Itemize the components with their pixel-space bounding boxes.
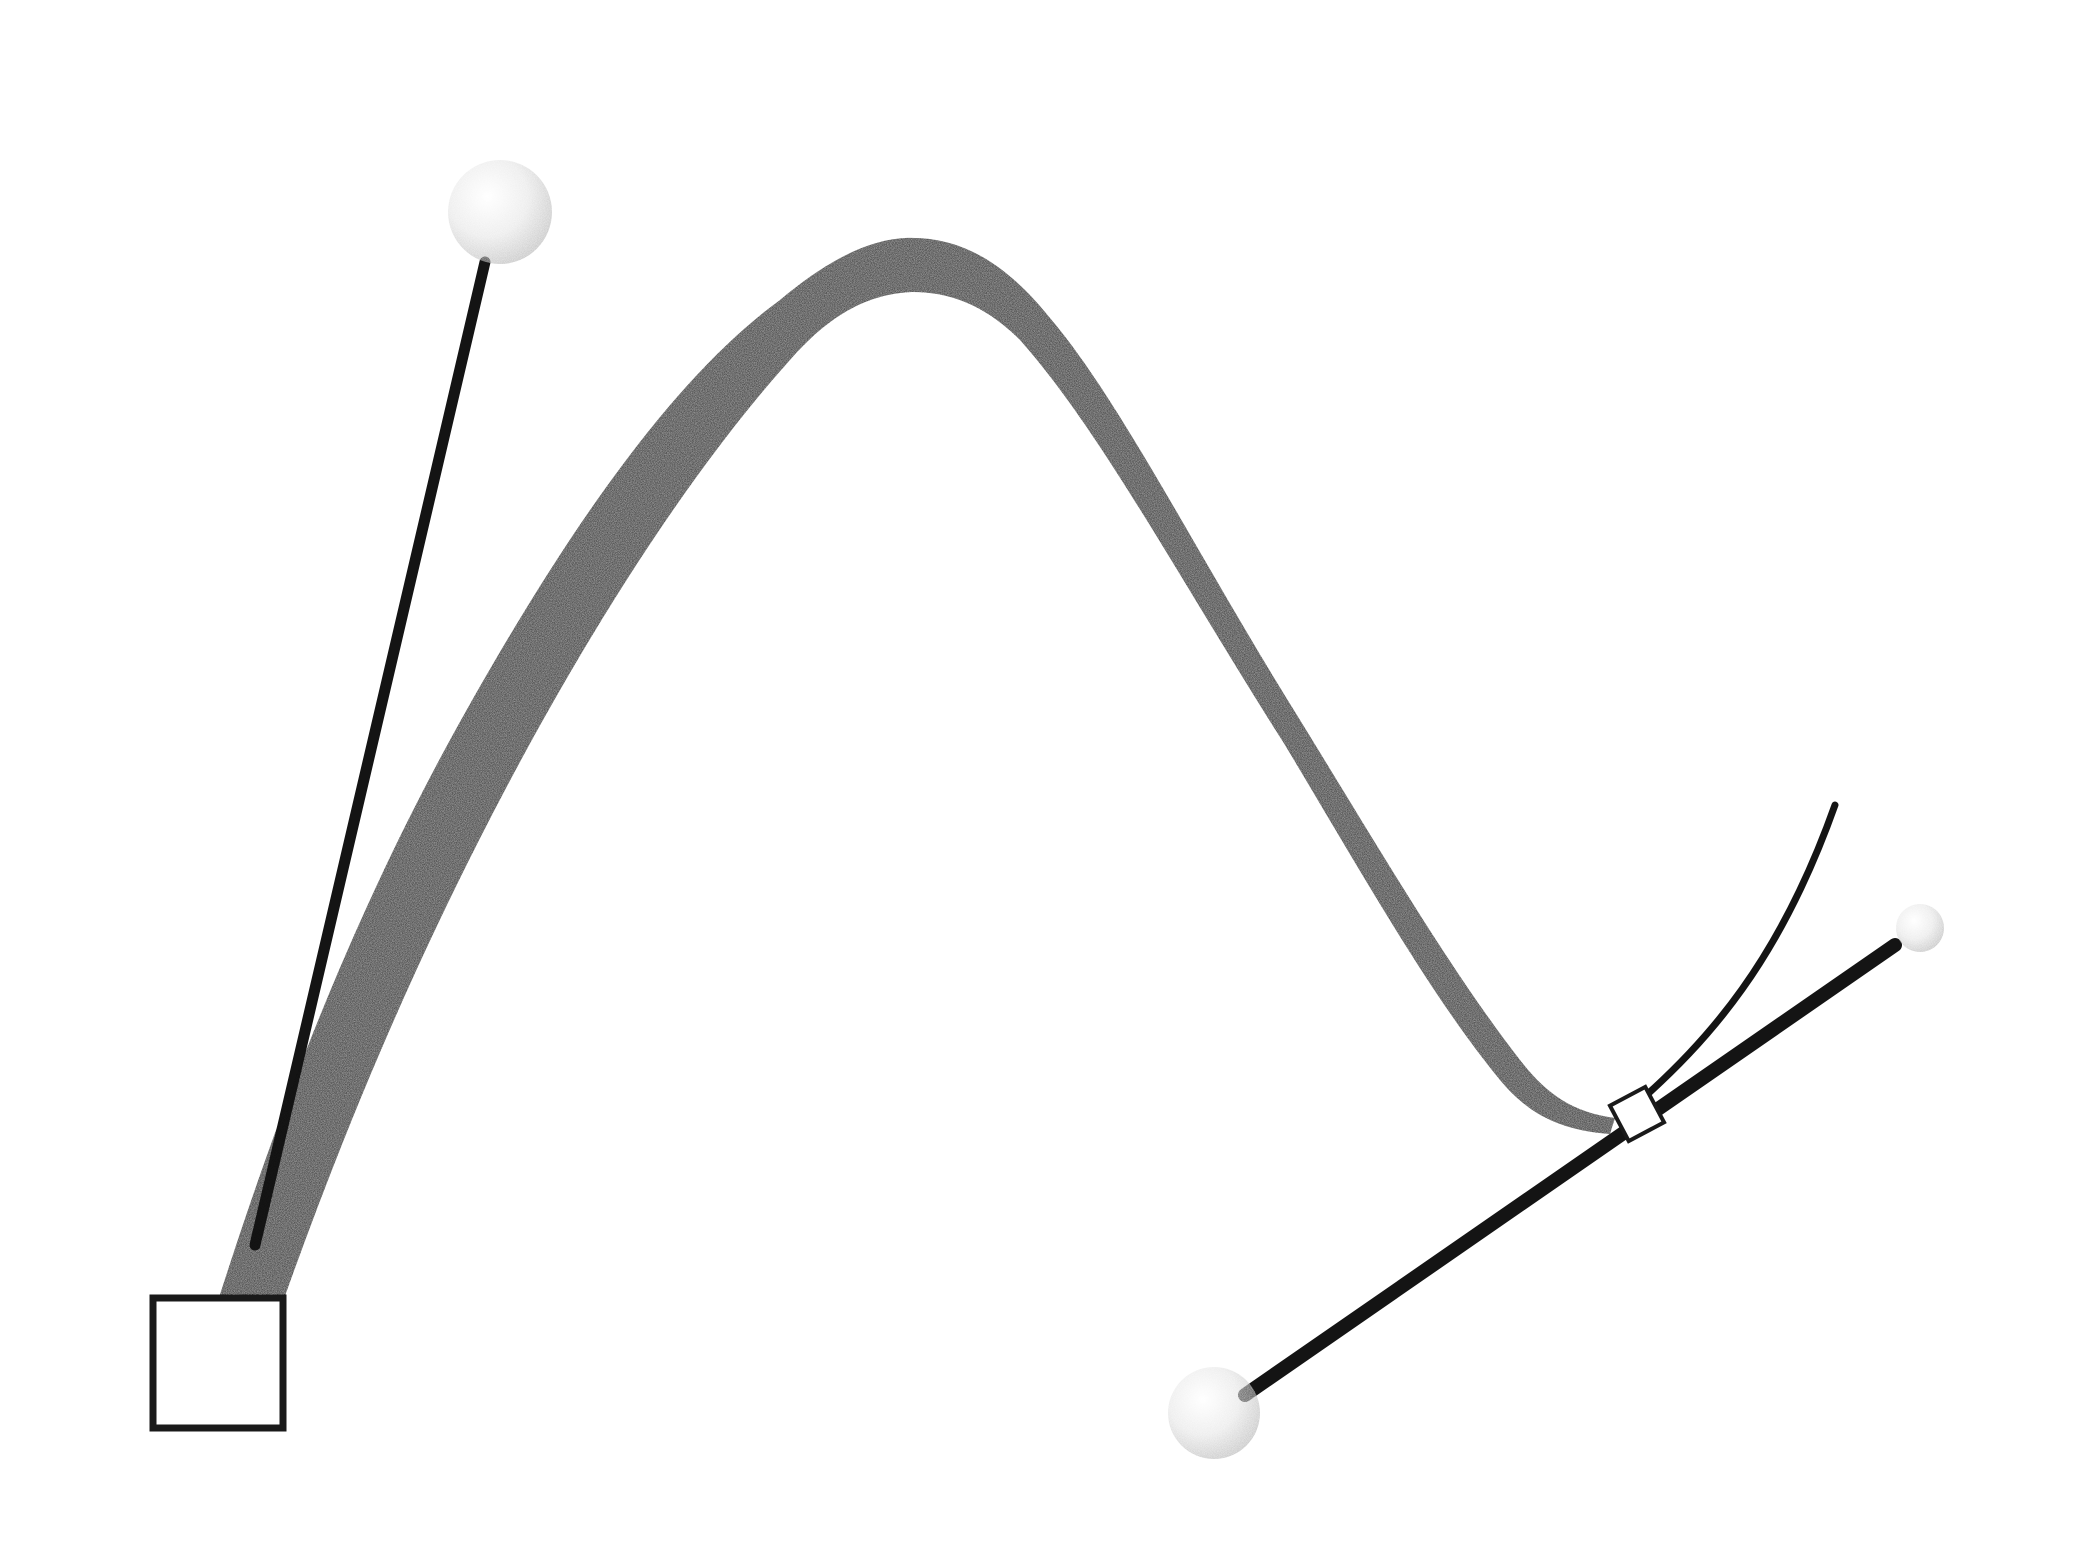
sphere-knob-icon[interactable] bbox=[1168, 1367, 1260, 1459]
sphere-knob-icon[interactable] bbox=[1896, 904, 1944, 952]
bezier-curve-tail[interactable] bbox=[1628, 801, 1839, 1112]
start-anchor[interactable] bbox=[149, 1294, 287, 1432]
start-handle-line[interactable] bbox=[249, 256, 491, 1251]
sphere-knob-icon[interactable] bbox=[448, 160, 552, 264]
end-anchor[interactable] bbox=[1607, 1084, 1667, 1144]
end-handle-line[interactable] bbox=[1238, 938, 1902, 1402]
bezier-curve-stroke[interactable] bbox=[215, 237, 1615, 1310]
